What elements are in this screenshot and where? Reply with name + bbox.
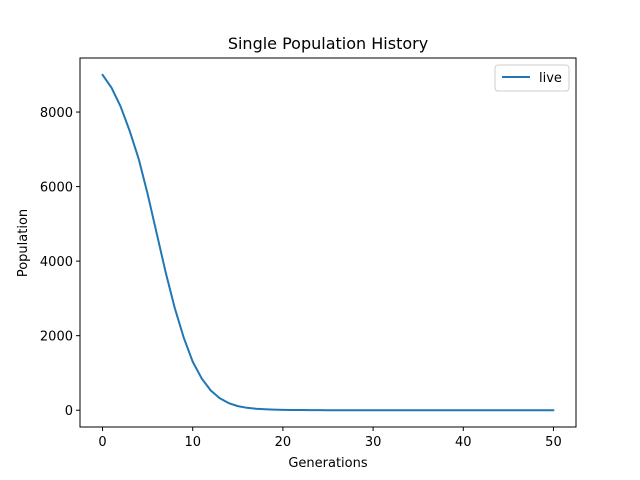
plot-area (80, 58, 576, 427)
chart-title: Single Population History (228, 34, 428, 53)
axes-frame (79, 57, 577, 428)
y-tick-label-6000: 6000 (40, 181, 73, 196)
x-tick-label-0: 0 (98, 435, 106, 450)
legend-label-live: live (539, 71, 562, 86)
x-axis: 0 10 20 30 40 50 (98, 427, 562, 450)
y-axis: 0 2000 4000 6000 8000 (40, 106, 80, 419)
legend: live (494, 64, 570, 92)
y-tick-label-0: 0 (65, 404, 73, 419)
series-layer (101, 73, 555, 412)
y-tick-label-4000: 4000 (40, 255, 73, 270)
y-tick-label-2000: 2000 (40, 330, 73, 345)
y-tick-label-8000: 8000 (40, 106, 73, 121)
x-tick-label-50: 50 (545, 435, 562, 450)
x-tick-label-10: 10 (184, 435, 201, 450)
plot-background (80, 58, 576, 427)
series-line-live (101, 73, 555, 412)
axes-layer (79, 57, 577, 428)
x-tick-label-40: 40 (455, 435, 472, 450)
x-tick-label-20: 20 (275, 435, 292, 450)
x-axis-label: Generations (288, 456, 368, 471)
legend-box (494, 64, 570, 92)
x-tick-label-30: 30 (365, 435, 382, 450)
y-axis-label: Population (16, 209, 31, 277)
